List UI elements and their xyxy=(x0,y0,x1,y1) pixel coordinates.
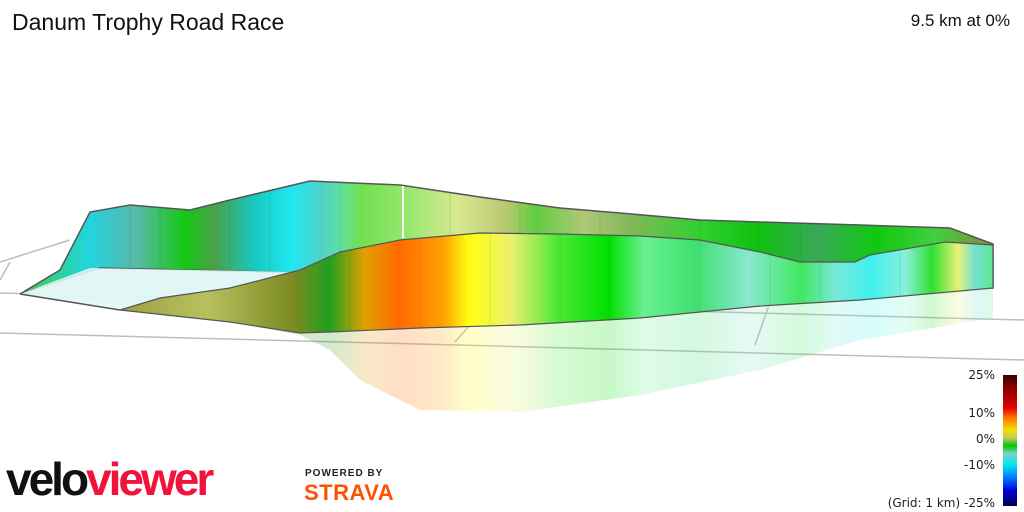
powered-by-label: POWERED BY xyxy=(305,468,384,479)
route-summary: 9.5 km at 0% xyxy=(910,11,1010,30)
legend-label-neg10: -10% xyxy=(963,458,995,472)
legend-label-10: 10% xyxy=(968,406,995,420)
legend-label-0: 0% xyxy=(975,432,995,446)
veloviewer-logo: veloviewer xyxy=(6,452,214,506)
strava-logo: STRAVA xyxy=(304,480,395,505)
gradient-legend-colorbar xyxy=(1003,375,1017,506)
logo-viewer: viewer xyxy=(86,453,214,505)
legend-label-25: 25% xyxy=(968,368,995,382)
logo-velo: velo xyxy=(6,453,89,505)
route-title: Danum Trophy Road Race xyxy=(12,9,285,35)
legend-label-neg25-grid: (Grid: 1 km) -25% xyxy=(887,496,995,510)
